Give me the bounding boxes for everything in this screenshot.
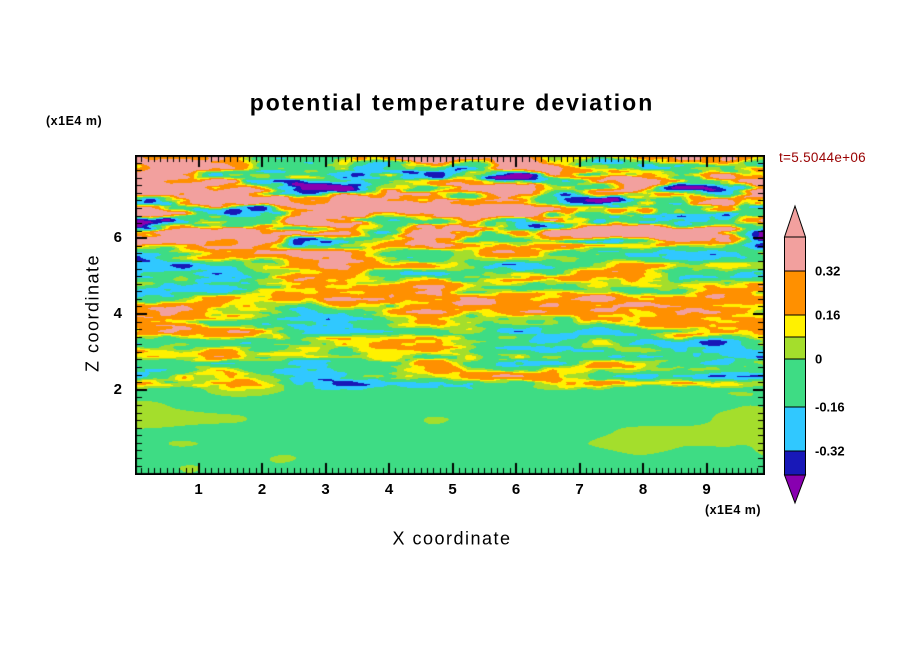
colorbar-segment: [784, 406, 806, 452]
colorbar-segment: [784, 450, 806, 476]
colorbar-segment: [784, 336, 806, 360]
colorbar-tick-label: 0: [815, 352, 822, 367]
z-tick-label: 6: [113, 229, 122, 247]
x-tick-label: 3: [321, 481, 330, 498]
x-tick-label: 8: [638, 481, 648, 498]
colorbar-tick-label: -0.16: [815, 400, 845, 415]
x-tick-label: 9: [702, 481, 711, 498]
x-tick-label: 4: [384, 481, 394, 498]
colorbar-tick-label: 0.32: [815, 264, 840, 279]
contour-plot-canvas: [135, 155, 765, 475]
z-axis-units: (x1E4 m): [46, 114, 103, 128]
x-tick-label: 7: [575, 481, 584, 498]
z-tick-label: 4: [113, 305, 122, 323]
colorbar-tick-label: -0.32: [815, 444, 845, 459]
z-tick-label: 2: [113, 380, 122, 398]
time-annotation: t=5.5044e+06: [779, 150, 866, 165]
x-axis-units: (x1E4 m): [704, 503, 762, 517]
colorbar: 0.32 0.16 0 -0.16 -0.32: [783, 204, 845, 505]
x-tick-label: 5: [448, 481, 457, 498]
colorbar-segment: [784, 314, 806, 338]
colorbar-arrow-up: [783, 204, 807, 238]
colorbar-segment: [784, 270, 806, 316]
chart-title: potential temperature deviation: [249, 89, 655, 116]
colorbar-segment: [784, 236, 806, 272]
x-axis-title: X coordinate: [392, 528, 512, 549]
colorbar-segment: [784, 358, 806, 408]
x-tick-label: 2: [257, 481, 267, 498]
x-tick-label: 6: [511, 481, 521, 498]
colorbar-tick-label: 0.16: [815, 308, 840, 323]
x-tick-label: 1: [194, 481, 203, 498]
colorbar-arrow-down: [783, 474, 807, 505]
